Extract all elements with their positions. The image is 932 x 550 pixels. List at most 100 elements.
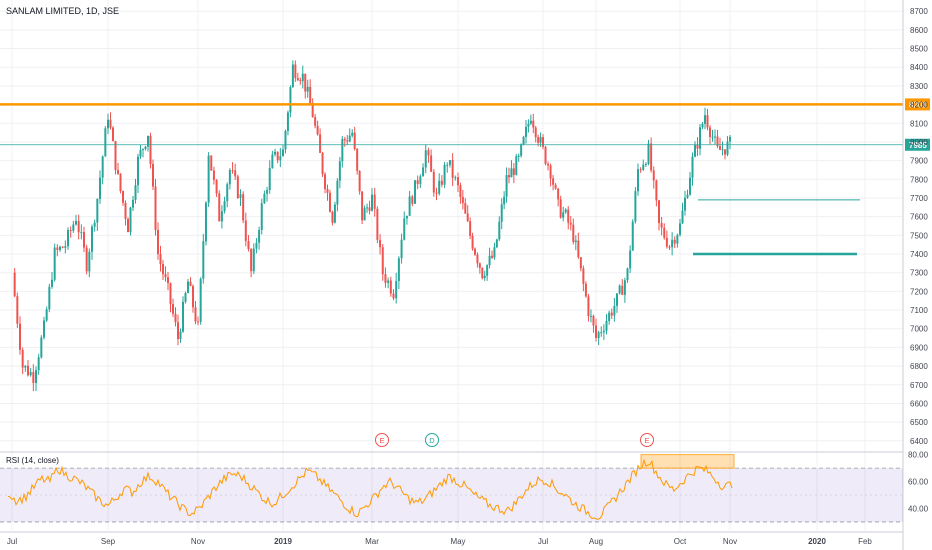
candle-body[interactable] [397,258,400,282]
candle-body[interactable] [567,209,570,223]
candle-body[interactable] [366,207,369,209]
candle-body[interactable] [621,285,624,295]
candle-body[interactable] [694,144,696,157]
candle-body[interactable] [729,136,731,142]
candle-body[interactable] [592,315,595,326]
candle-body[interactable] [268,168,271,191]
candle-body[interactable] [384,274,387,283]
candle-body[interactable] [51,279,53,287]
candle-body[interactable] [124,202,127,219]
candle-body[interactable] [343,139,346,141]
candle-body[interactable] [474,248,476,255]
candle-body[interactable] [129,207,132,233]
candle-body[interactable] [392,293,395,299]
candle-body[interactable] [210,155,213,171]
candle-body[interactable] [239,194,242,198]
candle-body[interactable] [373,194,376,209]
candle-body[interactable] [522,136,525,145]
candle-body[interactable] [595,325,597,338]
candle-body[interactable] [451,160,454,178]
candle-body[interactable] [512,168,515,175]
candle-body[interactable] [93,222,96,227]
candle-body[interactable] [537,137,540,143]
candle-body[interactable] [29,372,32,376]
candle-body[interactable] [671,239,674,248]
candle-body[interactable] [704,115,706,124]
candle-body[interactable] [647,143,650,164]
candle-body[interactable] [471,235,474,249]
candle-body[interactable] [529,120,532,124]
candle-body[interactable] [72,224,75,231]
candle-body[interactable] [696,144,699,149]
candle-body[interactable] [419,176,422,184]
candle-body[interactable] [554,184,557,189]
candle-body[interactable] [88,251,91,272]
candle-body[interactable] [64,246,67,248]
candle-body[interactable] [665,237,668,247]
candle-body[interactable] [488,255,491,266]
candle-body[interactable] [495,239,498,248]
candle-body[interactable] [69,230,72,232]
candle-body[interactable] [348,135,351,142]
candle-body[interactable] [515,156,518,175]
candle-body[interactable] [319,134,322,153]
candle-body[interactable] [547,163,550,166]
candle-body[interactable] [333,204,336,223]
candle-body[interactable] [212,170,215,180]
candle-body[interactable] [395,281,398,299]
candle-body[interactable] [304,73,307,92]
candle-body[interactable] [642,164,645,170]
candle-body[interactable] [189,281,192,286]
candle-body[interactable] [691,156,694,178]
candle-body[interactable] [544,146,547,164]
candle-body[interactable] [430,155,433,172]
candle-body[interactable] [279,156,282,161]
candle-body[interactable] [149,135,152,164]
candle-body[interactable] [446,164,449,166]
candle-body[interactable] [483,275,486,279]
candle-body[interactable] [299,80,302,82]
candle-body[interactable] [644,163,647,165]
candle-body[interactable] [250,249,253,272]
candle-body[interactable] [668,246,671,248]
candle-body[interactable] [605,321,608,331]
candle-body[interactable] [21,349,24,368]
candle-body[interactable] [493,247,496,258]
candle-body[interactable] [574,240,577,243]
candle-body[interactable] [564,209,567,213]
candle-body[interactable] [258,229,261,243]
candle-body[interactable] [361,191,364,221]
candle-body[interactable] [48,286,51,310]
candle-body[interactable] [387,280,390,283]
candle-body[interactable] [85,247,88,272]
candle-body[interactable] [569,222,572,225]
candle-body[interactable] [276,151,279,161]
candle-body[interactable] [19,323,21,350]
candle-body[interactable] [159,254,162,265]
candle-body[interactable] [16,296,19,324]
candle-body[interactable] [144,146,147,149]
candle-body[interactable] [119,173,122,192]
time-axis[interactable]: Jul Sep Nov 2019 Mar May Jul Aug Oct Nov 2020 Feb [0,531,903,546]
candle-body[interactable] [416,180,419,184]
candle-body[interactable] [197,321,199,323]
candle-body[interactable] [346,140,349,142]
candle-body[interactable] [215,179,218,194]
candle-body[interactable] [623,280,626,295]
candle-body[interactable] [223,201,226,212]
candle-body[interactable] [142,148,144,150]
candle-body[interactable] [134,185,137,200]
candle-body[interactable] [271,154,274,169]
candle-body[interactable] [147,135,149,147]
candle-body[interactable] [679,223,681,235]
candle-body[interactable] [289,87,292,113]
candle-body[interactable] [422,167,425,177]
candle-body[interactable] [424,150,427,168]
candle-body[interactable] [629,250,632,269]
candle-body[interactable] [400,239,403,259]
candle-body[interactable] [414,180,416,204]
candle-body[interactable] [117,169,119,174]
candle-body[interactable] [351,132,354,136]
candle-body[interactable] [719,146,721,150]
